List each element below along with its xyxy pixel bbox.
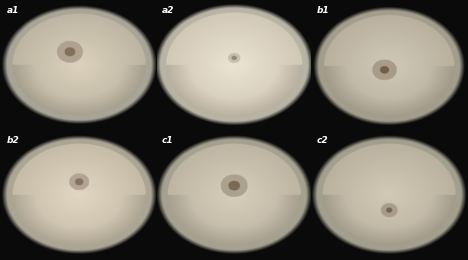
Text: c1: c1 [162,136,174,145]
Text: b2: b2 [7,136,20,145]
Text: c2: c2 [317,136,329,145]
Text: a2: a2 [162,6,174,15]
Text: a1: a1 [7,6,19,15]
Text: b1: b1 [317,6,329,15]
